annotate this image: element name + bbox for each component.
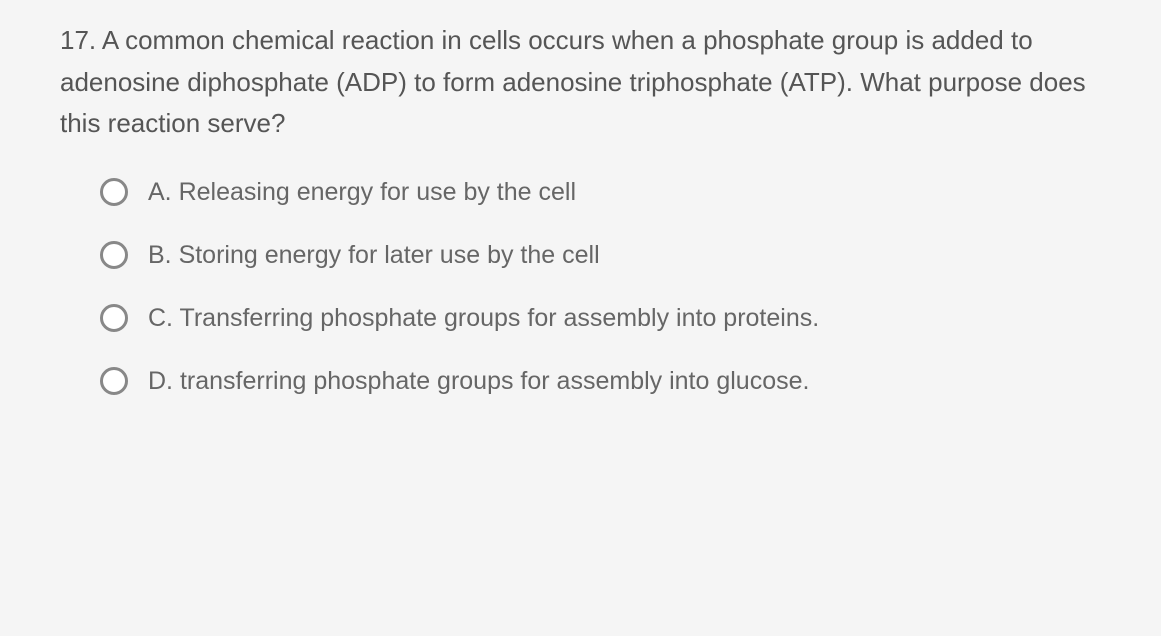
option-a[interactable]: A. Releasing energy for use by the cell bbox=[100, 175, 1101, 210]
option-c-label: C. Transferring phosphate groups for ass… bbox=[148, 301, 819, 336]
option-c[interactable]: C. Transferring phosphate groups for ass… bbox=[100, 301, 1101, 336]
question-container: 17. A common chemical reaction in cells … bbox=[60, 20, 1101, 399]
option-a-label: A. Releasing energy for use by the cell bbox=[148, 175, 576, 210]
question-text: 17. A common chemical reaction in cells … bbox=[60, 20, 1101, 145]
options-list: A. Releasing energy for use by the cell … bbox=[60, 175, 1101, 399]
radio-icon[interactable] bbox=[100, 367, 128, 395]
radio-icon[interactable] bbox=[100, 178, 128, 206]
option-b-label: B. Storing energy for later use by the c… bbox=[148, 238, 600, 273]
radio-icon[interactable] bbox=[100, 304, 128, 332]
option-d[interactable]: D. transferring phosphate groups for ass… bbox=[100, 364, 1101, 399]
option-b[interactable]: B. Storing energy for later use by the c… bbox=[100, 238, 1101, 273]
radio-icon[interactable] bbox=[100, 241, 128, 269]
option-d-label: D. transferring phosphate groups for ass… bbox=[148, 364, 809, 399]
